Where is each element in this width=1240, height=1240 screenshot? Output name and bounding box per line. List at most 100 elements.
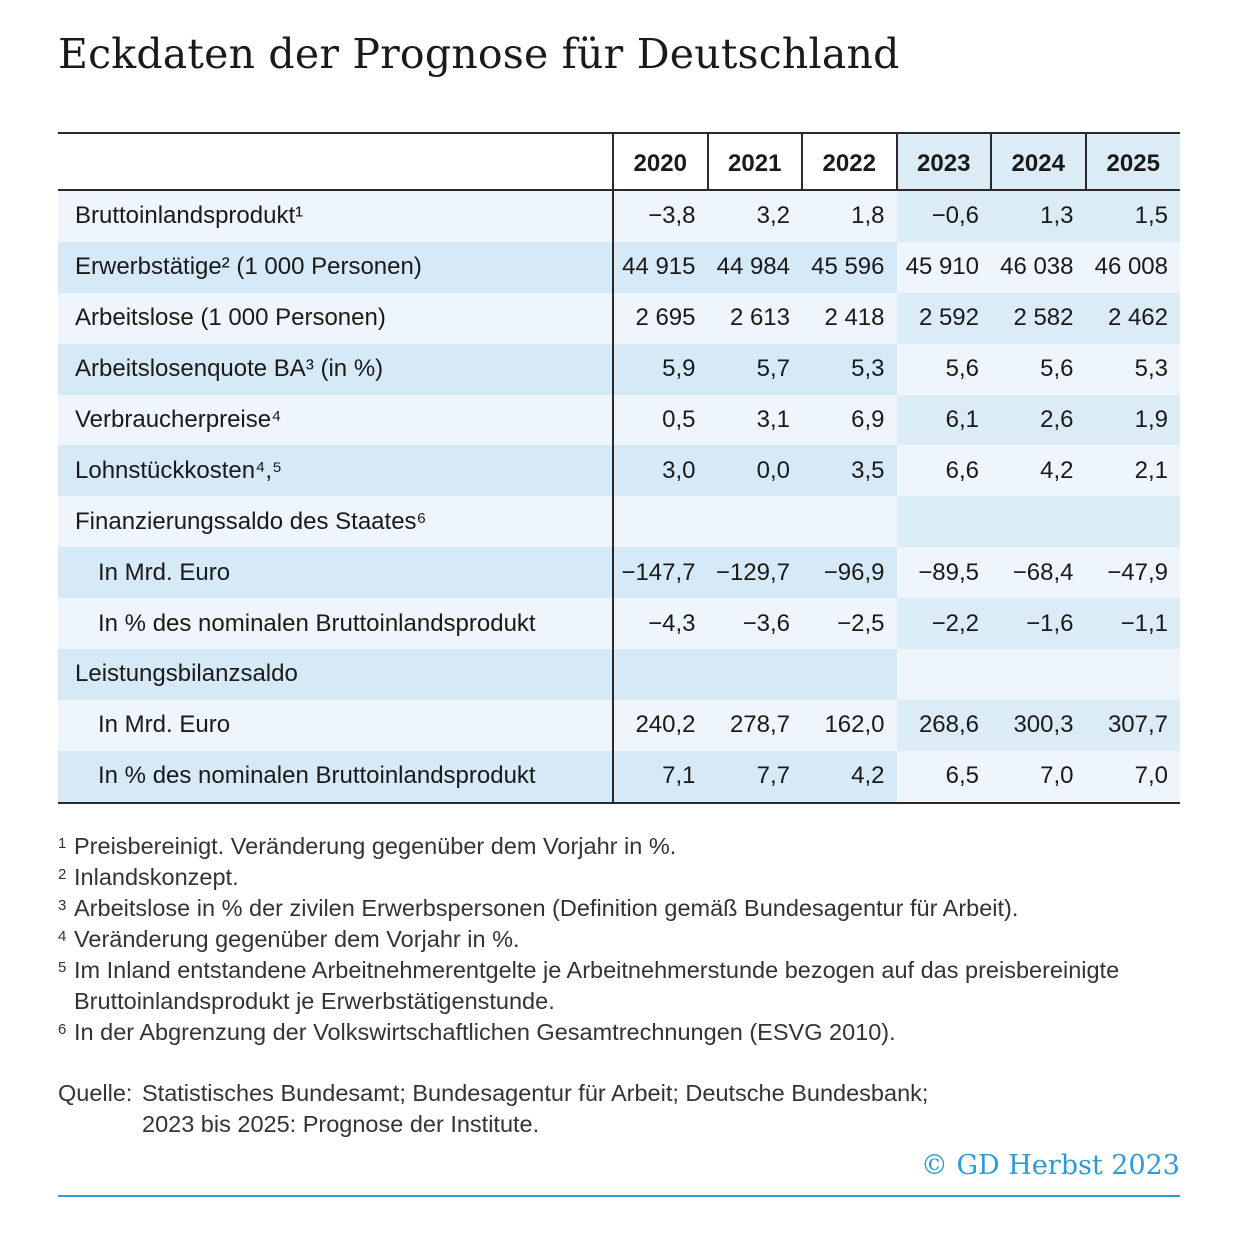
value-cell: 7,0 bbox=[1085, 750, 1180, 804]
value-cell: 2 582 bbox=[991, 292, 1086, 344]
value-cell: 1,3 bbox=[991, 190, 1086, 242]
value-cell: 2,1 bbox=[1085, 445, 1180, 497]
row-label: Verbraucherpreise⁴ bbox=[58, 394, 614, 446]
value-cell: 5,6 bbox=[991, 343, 1086, 395]
value-cell: −68,4 bbox=[991, 547, 1086, 599]
value-cell: 7,7 bbox=[707, 750, 802, 804]
table-row: Finanzierungssaldo des Staates⁶ bbox=[58, 496, 1180, 548]
row-label: Leistungsbilanzsaldo bbox=[58, 649, 614, 700]
value-cell: 44 915 bbox=[613, 241, 708, 293]
value-cell bbox=[802, 496, 897, 548]
source-line: Statistisches Bundesamt; Bundesagentur f… bbox=[142, 1080, 929, 1106]
footnote-mark: 2 bbox=[58, 866, 67, 883]
forecast-table: 2020 2021 2022 2023 2024 2025 Bruttoinla… bbox=[58, 132, 1180, 804]
header-label-cell bbox=[58, 132, 614, 191]
value-cell: −1,1 bbox=[1085, 598, 1180, 650]
table-row: Lohnstückkosten⁴,⁵ 3,0 0,0 3,5 6,6 4,2 2,1 bbox=[58, 445, 1180, 497]
footnote-text: Preisbereinigt. Veränderung gegenüber de… bbox=[74, 833, 677, 859]
footnote-text: Arbeitslose in % der zivilen Erwerbspers… bbox=[74, 895, 1019, 921]
year-header-forecast: 2024 bbox=[990, 132, 1086, 191]
footnote-text: In der Abgrenzung der Volkswirtschaftlic… bbox=[74, 1019, 896, 1045]
row-label: In % des nominalen Bruttoinlandsprodukt bbox=[58, 750, 614, 804]
value-cell bbox=[896, 649, 991, 700]
footnote: 2 Inlandskonzept. bbox=[58, 862, 1188, 893]
page-title: Eckdaten der Prognose für Deutschland bbox=[58, 30, 900, 78]
table-row: Verbraucherpreise⁴ 0,5 3,1 6,9 6,1 2,6 1,9 bbox=[58, 394, 1180, 446]
row-label: Arbeitslose (1 000 Personen) bbox=[58, 292, 614, 344]
table-row: Arbeitslose (1 000 Personen) 2 695 2 613 2 … bbox=[58, 292, 1180, 344]
value-cell: 6,9 bbox=[802, 394, 897, 446]
value-cell: −4,3 bbox=[613, 598, 708, 650]
value-cell: 268,6 bbox=[896, 699, 991, 751]
footnote-text: Im Inland entstandene Arbeitnehmerentgel… bbox=[74, 957, 1120, 1014]
value-cell: −96,9 bbox=[802, 547, 897, 599]
year-header-forecast: 2025 bbox=[1084, 132, 1180, 191]
value-cell bbox=[707, 496, 802, 548]
footnote-text: Inlandskonzept. bbox=[74, 864, 239, 890]
footnote-mark: 1 bbox=[58, 835, 67, 852]
footnote-mark: 3 bbox=[58, 897, 67, 914]
value-cell: −0,6 bbox=[896, 190, 991, 242]
value-cell: 278,7 bbox=[707, 699, 802, 751]
value-cell: 2 592 bbox=[896, 292, 991, 344]
value-cell bbox=[1085, 649, 1180, 700]
value-cell: −47,9 bbox=[1085, 547, 1180, 599]
year-header: 2022 bbox=[801, 132, 897, 191]
value-cell bbox=[896, 496, 991, 548]
value-cell: 46 038 bbox=[991, 241, 1086, 293]
table-row: Leistungsbilanzsaldo bbox=[58, 649, 1180, 700]
value-cell: 7,0 bbox=[991, 750, 1086, 804]
table-row: In Mrd. Euro 240,2 278,7 162,0 268,6 300,3 307… bbox=[58, 699, 1180, 751]
value-cell: 6,1 bbox=[896, 394, 991, 446]
source-line: 2023 bis 2025: Prognose der Institute. bbox=[142, 1111, 540, 1137]
value-cell bbox=[1085, 496, 1180, 548]
row-label: Finanzierungssaldo des Staates⁶ bbox=[58, 496, 614, 548]
table-row: In % des nominalen Bruttoinlandsprodukt −… bbox=[58, 598, 1180, 650]
year-header-forecast: 2023 bbox=[895, 132, 991, 191]
value-cell: 46 008 bbox=[1085, 241, 1180, 293]
value-cell bbox=[613, 496, 708, 548]
table-row: Arbeitslosenquote BA³ (in %) 5,9 5,7 5,3 5,6… bbox=[58, 343, 1180, 395]
copyright: © GD Herbst 2023 bbox=[920, 1150, 1180, 1181]
footnote-text: Veränderung gegenüber dem Vorjahr in %. bbox=[74, 926, 520, 952]
value-cell: 6,6 bbox=[896, 445, 991, 497]
value-cell: 2 418 bbox=[802, 292, 897, 344]
row-label: In % des nominalen Bruttoinlandsprodukt bbox=[58, 598, 614, 650]
source-text: Statistisches Bundesamt; Bundesagentur f… bbox=[142, 1078, 928, 1140]
value-cell bbox=[991, 496, 1086, 548]
value-cell bbox=[613, 649, 708, 700]
source-note: Quelle: Statistisches Bundesamt; Bundesa… bbox=[58, 1078, 1188, 1140]
footnote-mark: 6 bbox=[58, 1021, 67, 1038]
value-cell bbox=[991, 649, 1086, 700]
value-cell: 162,0 bbox=[802, 699, 897, 751]
year-header: 2021 bbox=[706, 132, 802, 191]
footnote-mark: 4 bbox=[58, 928, 67, 945]
value-cell: 307,7 bbox=[1085, 699, 1180, 751]
footnote: 4 Veränderung gegenüber dem Vorjahr in %. bbox=[58, 924, 1188, 955]
row-label: Erwerbstätige² (1 000 Personen) bbox=[58, 241, 614, 293]
value-cell: 4,2 bbox=[802, 750, 897, 804]
value-cell: −147,7 bbox=[613, 547, 708, 599]
row-label: In Mrd. Euro bbox=[58, 547, 614, 599]
value-cell: 3,2 bbox=[707, 190, 802, 242]
value-cell: 3,1 bbox=[707, 394, 802, 446]
row-label: Lohnstückkosten⁴,⁵ bbox=[58, 445, 614, 497]
value-cell: 1,9 bbox=[1085, 394, 1180, 446]
value-cell: 5,6 bbox=[896, 343, 991, 395]
value-cell: 6,5 bbox=[896, 750, 991, 804]
value-cell: 0,5 bbox=[613, 394, 708, 446]
footnotes: 1 Preisbereinigt. Veränderung gegenüber d… bbox=[58, 831, 1188, 1048]
value-cell: 3,5 bbox=[802, 445, 897, 497]
table-row: Erwerbstätige² (1 000 Personen) 44 915 44 … bbox=[58, 241, 1180, 293]
value-cell: −2,5 bbox=[802, 598, 897, 650]
value-cell: 2 695 bbox=[613, 292, 708, 344]
value-cell: 5,3 bbox=[1085, 343, 1180, 395]
value-cell: 240,2 bbox=[613, 699, 708, 751]
value-cell: 45 596 bbox=[802, 241, 897, 293]
row-label: Bruttoinlandsprodukt¹ bbox=[58, 190, 614, 242]
table-row: In Mrd. Euro −147,7 −129,7 −96,9 −89,5 −68,4−… bbox=[58, 547, 1180, 599]
value-cell: 5,3 bbox=[802, 343, 897, 395]
source-label: Quelle: bbox=[58, 1080, 133, 1106]
value-cell bbox=[707, 649, 802, 700]
year-header: 2020 bbox=[613, 132, 708, 191]
